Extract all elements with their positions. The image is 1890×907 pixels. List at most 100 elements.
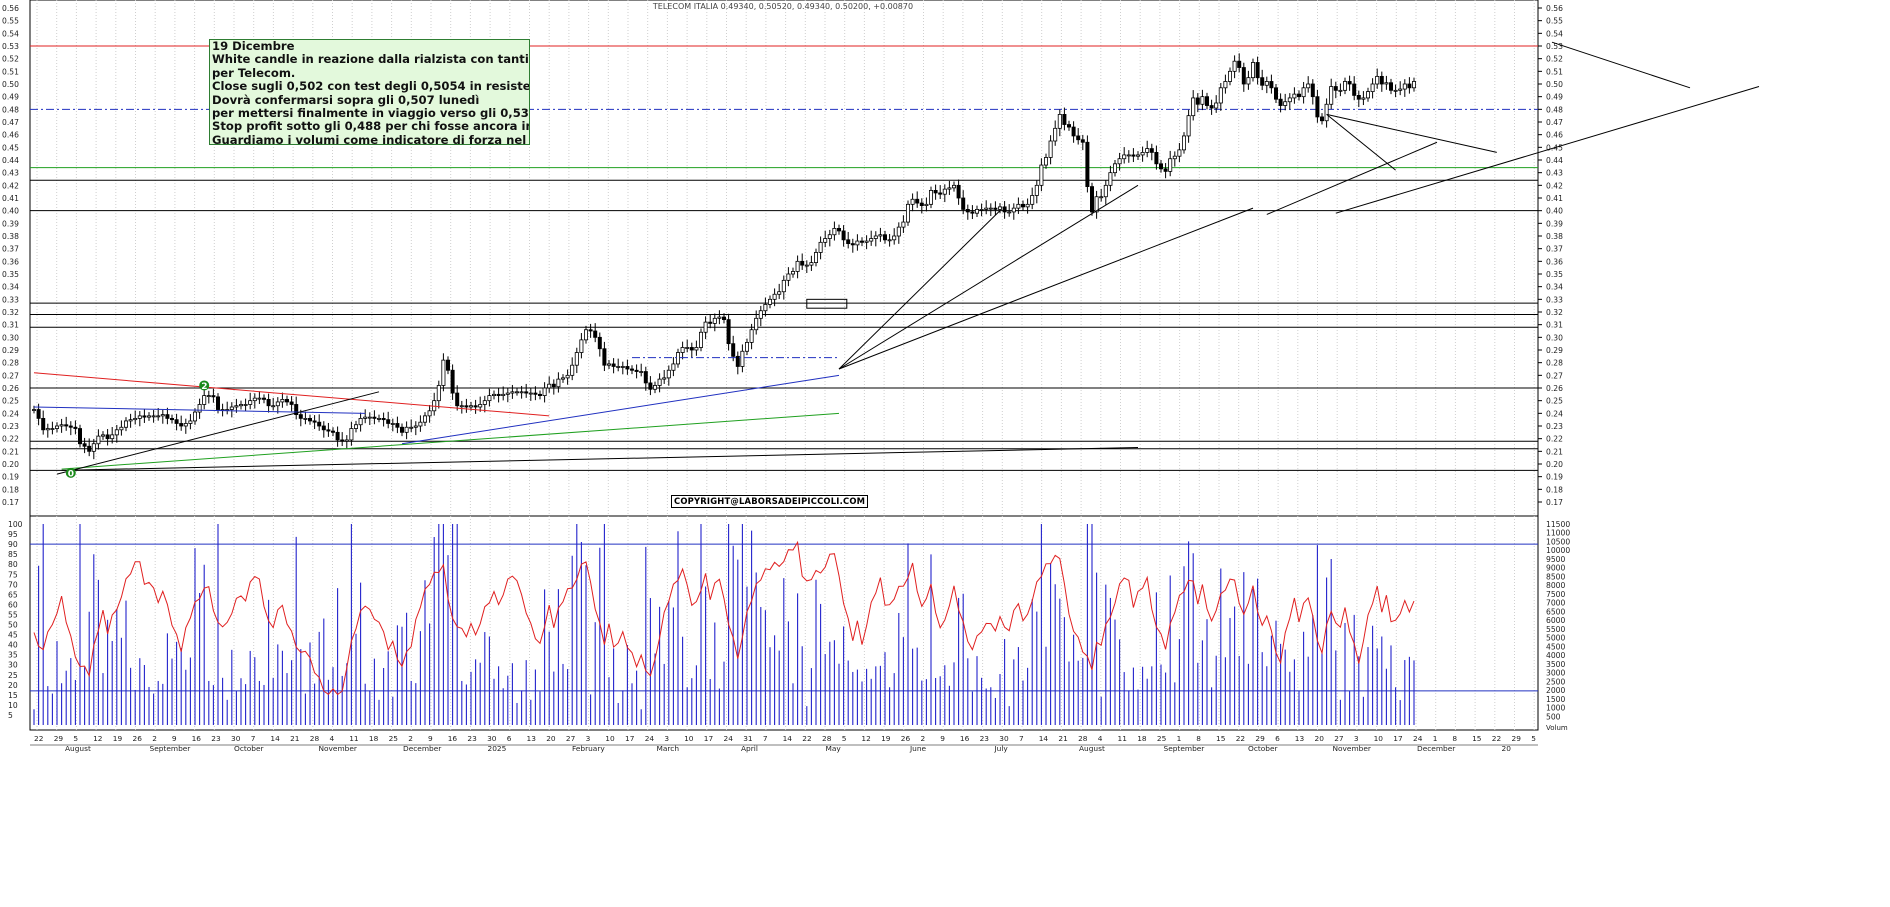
candle-body [1260, 77, 1265, 86]
price-tick-label-right: 0.25 [1546, 397, 1563, 406]
x-day-tick-label: 7 [1019, 734, 1024, 743]
note-line: White candle in reazione dalla rialzista… [212, 52, 529, 67]
candle-body [284, 398, 289, 403]
x-month-label: December [1417, 744, 1456, 753]
candle-body [892, 235, 897, 241]
candle-body [1264, 81, 1269, 86]
candle-body [1361, 97, 1366, 100]
candle-body [827, 234, 832, 239]
x-month-label: November [1333, 744, 1372, 753]
candle-body [1034, 184, 1039, 196]
x-day-tick-label: 24 [645, 734, 655, 743]
x-day-tick-label: 5 [1531, 734, 1536, 743]
candle-body [630, 368, 635, 371]
price-tick-label-right: 0.36 [1546, 257, 1563, 266]
candle-body [915, 198, 920, 204]
candle-body [643, 371, 648, 384]
price-tick-label-left: 0.42 [2, 181, 19, 190]
x-month-label: December [403, 744, 442, 753]
candle-body [929, 189, 934, 205]
candle-body [565, 374, 570, 379]
price-tick-label-left: 0.22 [2, 435, 19, 444]
oscillator-tick-label: 65 [8, 590, 18, 599]
candle-body [1393, 89, 1398, 92]
candle-body [344, 439, 349, 442]
candle-body [335, 431, 340, 441]
volume-axis-label: Volum [1546, 724, 1568, 732]
candle-body [275, 401, 280, 407]
candle-body [1241, 67, 1246, 85]
x-day-tick-label: 16 [960, 734, 970, 743]
x-day-tick-label: 7 [251, 734, 256, 743]
trendline [838, 210, 1001, 370]
price-tick-label-left: 0.36 [2, 257, 19, 266]
candle-body [303, 417, 308, 420]
x-day-tick-label: 3 [586, 734, 591, 743]
candle-body [694, 347, 699, 351]
candle-body [961, 197, 966, 210]
candle-body [1016, 203, 1021, 209]
copyright-label: COPYRIGHT@LABORSADEIPICCOLI.COM [671, 495, 869, 508]
price-tick-label-right: 0.53 [1546, 42, 1563, 51]
candle-body [174, 419, 179, 424]
candle-body [602, 348, 607, 366]
price-tick-label-right: 0.20 [1546, 460, 1563, 469]
note-line: per mettersi finalmente in viaggio verso… [212, 106, 530, 121]
volume-tick-label: 5500 [1546, 625, 1565, 634]
price-tick-label-left: 0.33 [2, 295, 19, 304]
candle-body [1048, 140, 1053, 158]
price-tick-label-left: 0.37 [2, 245, 19, 254]
x-day-tick-label: 15 [1216, 734, 1226, 743]
candle-body [1347, 81, 1352, 85]
candle-body [59, 424, 64, 427]
x-day-tick-label: 29 [54, 734, 64, 743]
candle-body [800, 260, 805, 266]
candle-body [436, 385, 441, 402]
candle-body [1085, 141, 1090, 187]
candle-body [1352, 83, 1357, 96]
price-tick-label-left: 0.23 [2, 422, 19, 431]
candle-body [192, 411, 197, 422]
x-month-label: 2025 [488, 744, 507, 753]
x-day-tick-label: 16 [448, 734, 458, 743]
candle-body [261, 397, 266, 400]
candle-body [910, 198, 915, 205]
price-tick-label-left: 0.55 [2, 17, 19, 26]
x-day-tick-label: 15 [1472, 734, 1482, 743]
x-month-label: February [572, 744, 605, 753]
price-tick-label-right: 0.39 [1546, 219, 1563, 228]
price-tick-label-right: 0.18 [1546, 485, 1563, 494]
x-day-tick-label: 20 [546, 734, 556, 743]
candle-body [860, 240, 865, 243]
candle-body [1062, 114, 1067, 125]
candle-body [772, 293, 777, 300]
candle-body [307, 417, 312, 422]
price-tick-label-right: 0.29 [1546, 346, 1563, 355]
note-line: per Telecom. [212, 65, 296, 80]
candle-body [55, 425, 60, 429]
candle-body [1172, 155, 1177, 160]
candle-body [1053, 127, 1058, 142]
volume-tick-label: 11500 [1546, 520, 1570, 529]
candle-body [993, 207, 998, 210]
oscillator-tick-label: 90 [8, 540, 18, 549]
candle-body [137, 415, 142, 419]
x-day-tick-label: 22 [34, 734, 43, 743]
x-day-tick-label: 22 [1236, 734, 1245, 743]
candle-body [367, 416, 372, 419]
candle-body [101, 434, 106, 437]
trendline [56, 391, 380, 475]
candle-body [399, 426, 404, 433]
volume-tick-label: 2000 [1546, 686, 1565, 695]
note-line: Close sugli 0,502 con test degli 0,5054 … [212, 79, 530, 94]
price-tick-label-left: 0.45 [2, 143, 19, 152]
candle-body [1278, 98, 1283, 106]
oscillator-tick-label: 95 [8, 530, 18, 539]
x-day-tick-label: 4 [1098, 734, 1103, 743]
candle-body [768, 298, 773, 305]
x-month-label: June [909, 744, 927, 753]
candle-body [1379, 76, 1384, 85]
candle-body [749, 329, 754, 343]
candle-body [1071, 126, 1076, 137]
